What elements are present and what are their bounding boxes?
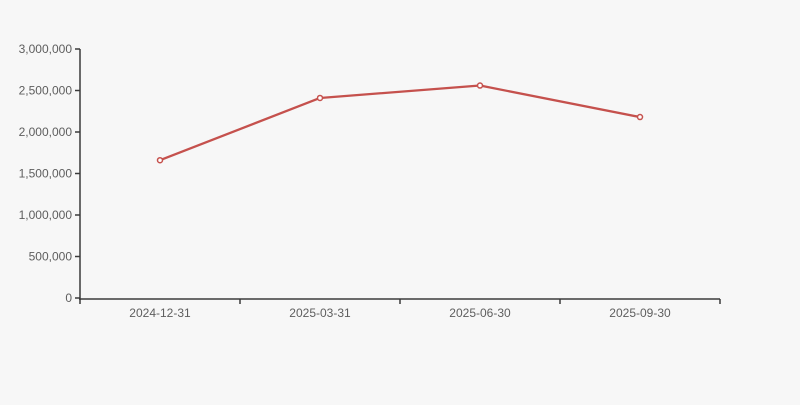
y-axis-tick-label: 500,000 <box>29 250 73 264</box>
data-point-marker[interactable] <box>476 82 484 89</box>
line-series <box>156 82 644 164</box>
y-axis-tick-label: 1,000,000 <box>19 208 73 222</box>
y-axis-tick-label: 3,000,000 <box>19 42 73 56</box>
y-axis-tick-label: 2,000,000 <box>19 125 73 139</box>
data-point-marker[interactable] <box>636 113 644 121</box>
y-axis-tick-label: 2,500,000 <box>19 84 73 98</box>
x-axis-tick-label: 2024-12-31 <box>129 306 191 320</box>
y-axis-tick-label: 1,500,000 <box>19 167 73 181</box>
x-axis: 2024-12-31 2025-03-31 2025-06-30 2025-09-30 <box>79 298 721 320</box>
x-axis-tick-label: 2025-06-30 <box>449 306 511 320</box>
data-point-marker[interactable] <box>156 156 164 164</box>
data-point-marker[interactable] <box>316 94 324 102</box>
x-axis-tick-label: 2025-09-30 <box>609 306 671 320</box>
series-line <box>158 84 642 162</box>
y-axis-tick-label: 0 <box>65 291 72 305</box>
y-axis: 0 500,000 1,000,000 1,500,000 2,000,000 2,500… <box>19 42 81 305</box>
x-axis-tick-label: 2025-03-31 <box>289 306 351 320</box>
